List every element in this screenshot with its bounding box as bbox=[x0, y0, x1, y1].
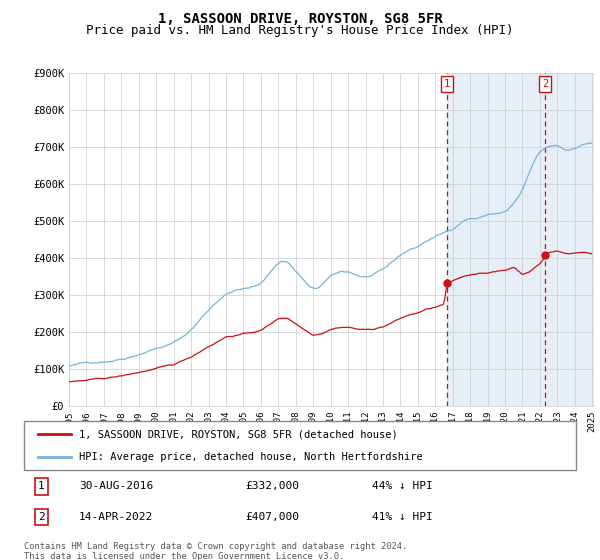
Text: 2: 2 bbox=[542, 79, 548, 89]
Text: 1: 1 bbox=[38, 482, 44, 491]
Text: 1, SASSOON DRIVE, ROYSTON, SG8 5FR: 1, SASSOON DRIVE, ROYSTON, SG8 5FR bbox=[158, 12, 442, 26]
Text: 41% ↓ HPI: 41% ↓ HPI bbox=[372, 512, 433, 522]
FancyBboxPatch shape bbox=[24, 421, 576, 470]
Text: HPI: Average price, detached house, North Hertfordshire: HPI: Average price, detached house, Nort… bbox=[79, 452, 423, 462]
Text: 14-APR-2022: 14-APR-2022 bbox=[79, 512, 154, 522]
Text: 44% ↓ HPI: 44% ↓ HPI bbox=[372, 482, 433, 491]
Text: £332,000: £332,000 bbox=[245, 482, 299, 491]
Text: Price paid vs. HM Land Registry's House Price Index (HPI): Price paid vs. HM Land Registry's House … bbox=[86, 24, 514, 37]
Text: 2: 2 bbox=[38, 512, 44, 522]
Text: 1, SASSOON DRIVE, ROYSTON, SG8 5FR (detached house): 1, SASSOON DRIVE, ROYSTON, SG8 5FR (deta… bbox=[79, 430, 398, 440]
Text: 1: 1 bbox=[444, 79, 450, 89]
Text: Contains HM Land Registry data © Crown copyright and database right 2024.
This d: Contains HM Land Registry data © Crown c… bbox=[24, 542, 407, 560]
Bar bbox=[447, 73, 594, 406]
Text: 30-AUG-2016: 30-AUG-2016 bbox=[79, 482, 154, 491]
Text: £407,000: £407,000 bbox=[245, 512, 299, 522]
